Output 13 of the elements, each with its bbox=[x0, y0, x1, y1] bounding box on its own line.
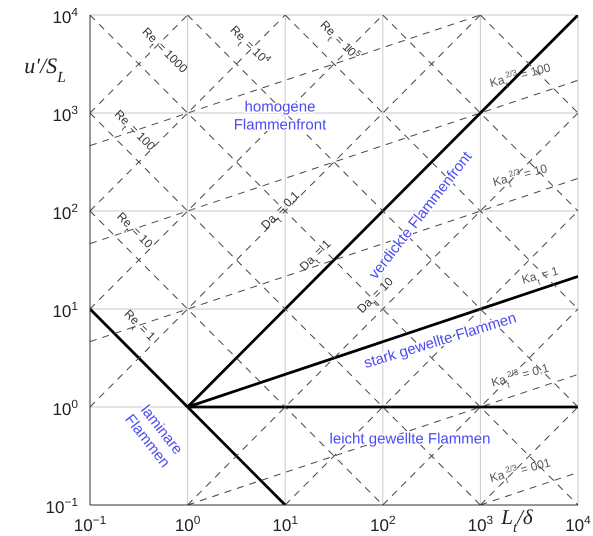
x-tick-label: 10$^{2}$ bbox=[370, 513, 396, 535]
x-tick-label: 10$^{3}$ bbox=[468, 513, 494, 535]
x-tick-label: 10$^{1}$ bbox=[272, 513, 298, 535]
x-tick-label: 10$^{0}$ bbox=[174, 513, 201, 535]
y-tick-label: 10$^{0}$ bbox=[52, 397, 78, 419]
y-axis-title: u′/S$_{L}$ bbox=[24, 53, 66, 86]
y-tick-label: 10$^{4}$ bbox=[52, 5, 78, 27]
x-tick-label: 10$^{4}$ bbox=[565, 513, 592, 535]
y-tick-label: 10$^{2}$ bbox=[52, 201, 78, 223]
x-axis-title: L$_{t}$/δ bbox=[500, 505, 534, 536]
annotation: Ka$_{t}$ = 1 bbox=[520, 264, 560, 287]
y-tick-label: 10$^{3}$ bbox=[52, 103, 78, 125]
y-tick-label: 10$^{1}$ bbox=[52, 299, 78, 321]
